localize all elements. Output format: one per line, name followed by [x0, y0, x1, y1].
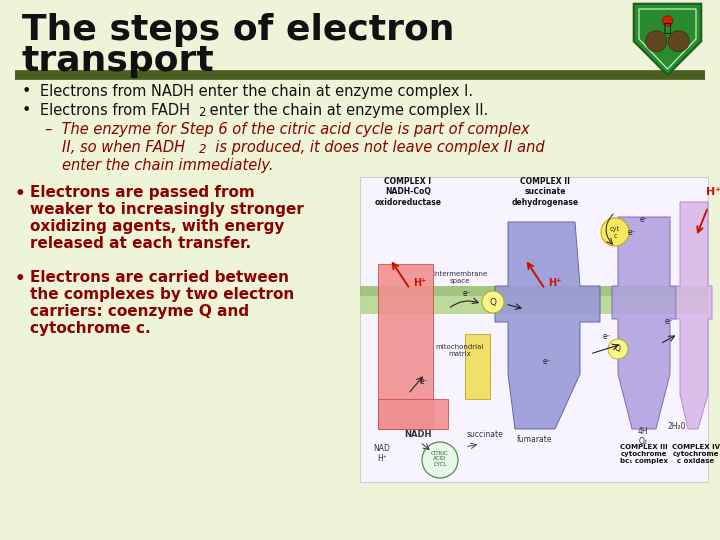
Text: –  The enzyme for Step 6 of the citric acid cycle is part of complex: – The enzyme for Step 6 of the citric ac… [45, 122, 530, 137]
Text: e⁻: e⁻ [603, 332, 611, 341]
Text: Electrons from NADH enter the chain at enzyme complex I.: Electrons from NADH enter the chain at e… [40, 84, 473, 99]
Text: e⁻: e⁻ [640, 215, 649, 224]
Circle shape [646, 31, 667, 52]
Text: Electrons from FADH: Electrons from FADH [40, 103, 190, 118]
Circle shape [422, 442, 458, 478]
Text: the complexes by two electron: the complexes by two electron [30, 287, 294, 302]
Circle shape [601, 218, 629, 246]
Text: cytochrome c.: cytochrome c. [30, 321, 150, 336]
Text: 4H
O₂: 4H O₂ [638, 427, 648, 447]
Text: 2: 2 [199, 143, 207, 156]
Text: ·  ·  ·: · · · [662, 6, 674, 11]
Text: 2: 2 [198, 106, 205, 119]
Text: transport: transport [22, 44, 215, 78]
Text: mitochondrial
matrix: mitochondrial matrix [436, 344, 484, 357]
Text: Q: Q [490, 298, 497, 307]
Text: enter the chain at enzyme complex II.: enter the chain at enzyme complex II. [205, 103, 488, 118]
Text: fumarate: fumarate [517, 435, 553, 444]
Text: carriers: coenzyme Q and: carriers: coenzyme Q and [30, 304, 249, 319]
Bar [378, 399, 448, 429]
Text: The steps of electron: The steps of electron [22, 13, 454, 47]
Text: e⁻: e⁻ [665, 317, 674, 326]
Polygon shape [495, 222, 600, 429]
Text: weaker to increasingly stronger: weaker to increasingly stronger [30, 202, 304, 217]
Text: •: • [15, 270, 26, 288]
Text: CITRIC
ACID
CYCL: CITRIC ACID CYCL [431, 451, 449, 467]
Text: oxidizing agents, with energy: oxidizing agents, with energy [30, 219, 284, 234]
Bar [360, 177, 708, 482]
Text: COMPLEX II
succinate
dehydrogenase: COMPLEX II succinate dehydrogenase [511, 177, 579, 207]
Polygon shape [634, 4, 701, 75]
Text: cyt
c: cyt c [610, 226, 620, 239]
Text: COMPLEX III
cytochrome
bc₁ complex: COMPLEX III cytochrome bc₁ complex [620, 444, 668, 464]
Text: Q: Q [615, 345, 621, 354]
Circle shape [668, 31, 689, 52]
Bar [465, 334, 490, 399]
Text: COMPLEX I
NADH-CoQ
oxidoreductase: COMPLEX I NADH-CoQ oxidoreductase [374, 177, 441, 207]
Text: Electrons are passed from: Electrons are passed from [30, 185, 255, 200]
Text: 2H₂0: 2H₂0 [667, 422, 686, 431]
Text: NAD
H⁺: NAD H⁺ [374, 444, 390, 463]
Text: e⁻: e⁻ [543, 357, 552, 366]
Polygon shape [612, 217, 676, 429]
Text: •: • [22, 84, 32, 99]
Polygon shape [676, 202, 712, 429]
Text: Electrons are carried between: Electrons are carried between [30, 270, 289, 285]
Text: •: • [22, 103, 32, 118]
Text: •: • [15, 185, 26, 203]
Text: succinate: succinate [467, 430, 503, 439]
Text: intermembrane
space: intermembrane space [433, 271, 487, 284]
Text: 🕌: 🕌 [664, 22, 671, 35]
Circle shape [608, 339, 628, 359]
Text: COMPLEX IV
cytochrome
c oxidase: COMPLEX IV cytochrome c oxidase [672, 444, 720, 464]
Text: is produced, it does not leave complex II and: is produced, it does not leave complex I… [206, 140, 544, 155]
Bar [360, 296, 708, 314]
Text: H⁺: H⁺ [548, 278, 562, 288]
Text: e⁻: e⁻ [463, 289, 472, 298]
Text: H⁺: H⁺ [706, 187, 720, 197]
Text: e⁻: e⁻ [628, 228, 636, 237]
Text: II, so when FADH: II, so when FADH [62, 140, 185, 155]
Bar [378, 264, 433, 429]
Bar [360, 286, 708, 296]
Text: NADH: NADH [405, 430, 432, 439]
Text: released at each transfer.: released at each transfer. [30, 236, 251, 251]
Text: enter the chain immediately.: enter the chain immediately. [62, 158, 274, 173]
Text: e⁻: e⁻ [420, 377, 428, 386]
Circle shape [662, 16, 672, 26]
Text: H⁺: H⁺ [413, 278, 426, 288]
Circle shape [482, 291, 504, 313]
